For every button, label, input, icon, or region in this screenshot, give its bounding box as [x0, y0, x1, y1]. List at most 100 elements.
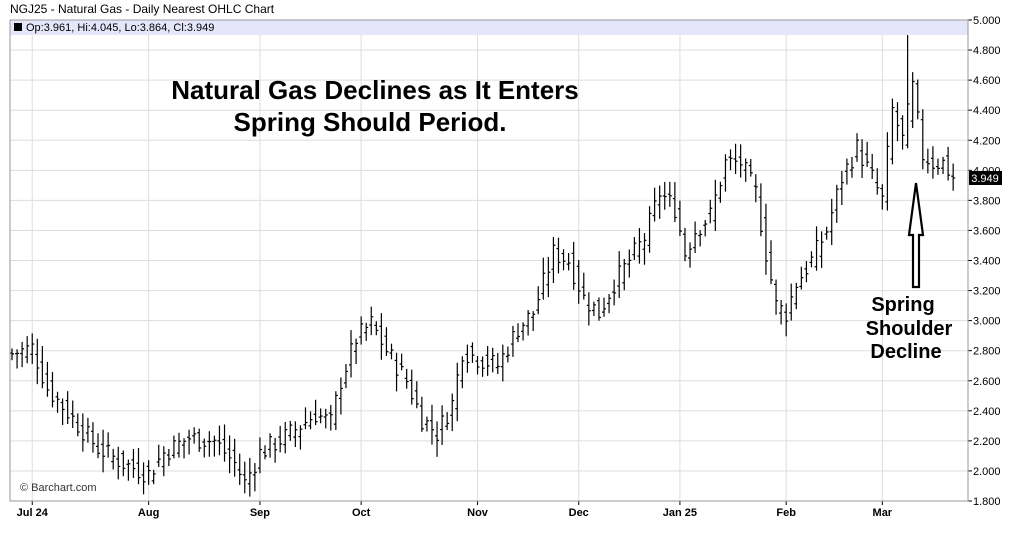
ohlc-bar [753, 174, 758, 203]
ohlc-bar [379, 313, 384, 360]
ohlc-bar [870, 153, 875, 179]
ohlc-bar [485, 346, 490, 376]
ohlc-bar [171, 435, 176, 459]
ohlc-bar [708, 199, 713, 224]
ohlc-bar [338, 377, 343, 415]
ohlc-bar [273, 437, 278, 463]
ohlc-bar [642, 233, 647, 265]
y-tick-label: 4.400 [973, 105, 1001, 117]
y-tick-label: 2.800 [973, 346, 1001, 358]
ohlc-bar [156, 444, 161, 467]
ohlc-bar [440, 405, 445, 445]
ohlc-bar [622, 258, 627, 291]
ohlc-bar [85, 417, 90, 443]
ohlc-bar [212, 435, 217, 457]
ohlc-bar [65, 391, 70, 425]
ohlc-bar [875, 168, 880, 195]
ohlc-bar [657, 185, 662, 219]
ohlc-bar [849, 156, 854, 178]
x-tick-label: Jul 24 [17, 507, 49, 519]
ohlc-bar [677, 200, 682, 237]
ohlc-bar [197, 428, 202, 452]
ohlc-bar [303, 407, 308, 430]
ohlc-bar [15, 349, 20, 369]
ohlc-bar [935, 158, 940, 175]
barchart-credit: © Barchart.com [20, 482, 97, 494]
ohlc-bar [35, 338, 40, 385]
ohlc-bar [399, 353, 404, 371]
y-tick-label: 2.600 [973, 376, 1001, 388]
ohlc-bar [414, 381, 419, 409]
ohlc-bar [20, 341, 25, 368]
ohlc-bar [723, 154, 728, 192]
ohlc-bar [283, 422, 288, 454]
ohlc-bar [667, 181, 672, 207]
annotation-side-line1: Spring [871, 294, 934, 316]
ohlc-bar [404, 368, 409, 389]
ohlc-bar [450, 393, 455, 432]
ohlc-bar [202, 438, 207, 458]
ohlc-bar [566, 252, 571, 271]
ohlc-bar [328, 404, 333, 431]
ohlc-bar [161, 446, 166, 477]
ohlc-bar [106, 432, 111, 458]
y-tick-label: 3.200 [973, 286, 1001, 298]
ohlc-bar [323, 408, 328, 429]
ohlc-bar [333, 391, 338, 431]
ohlc-bar [698, 230, 703, 247]
ohlc-bar [844, 158, 849, 185]
ohlc-bar [556, 237, 561, 274]
ohlc-bar [475, 356, 480, 375]
ohlc-bar [637, 228, 642, 264]
ohlc-bar [799, 266, 804, 290]
ohlc-bar [80, 413, 85, 452]
ohlc-bar [182, 438, 187, 459]
ohlc-bar [409, 369, 414, 405]
ohlc-bar [126, 459, 131, 481]
ohlc-bar [308, 411, 313, 430]
ohlc-bar [349, 330, 354, 378]
ohlc-bar [758, 183, 763, 237]
ohlc-bar [70, 400, 75, 428]
ohlc-bar [602, 297, 607, 317]
ohlc-bar [784, 303, 789, 337]
last-price-marker: 3.949 [969, 170, 1002, 185]
y-tick-label: 4.200 [973, 135, 1001, 147]
ohlc-bar [521, 322, 526, 341]
ohlc-bar [647, 206, 652, 253]
ohlc-bar [688, 242, 693, 268]
ohlc-bar [121, 450, 126, 477]
ohlc-bar [607, 293, 612, 314]
ohlc-bar [192, 427, 197, 444]
ohlc-bars [10, 35, 956, 497]
y-tick-label: 1.800 [973, 496, 1001, 508]
ohlc-bar [217, 425, 222, 456]
ohlc-bar [718, 181, 723, 203]
ohlc-bar [505, 346, 510, 363]
ohlc-bar [465, 344, 470, 373]
ohlc-bar [885, 132, 890, 211]
ohlc-bar [460, 356, 465, 389]
ohlc-bar [774, 279, 779, 315]
ohlc-bar [25, 336, 30, 364]
ohlc-bar [490, 347, 495, 373]
ohlc-bar [900, 115, 905, 150]
square-icon [14, 23, 22, 31]
ohlc-bar [50, 371, 55, 408]
ohlc-bar [748, 158, 753, 177]
y-tick-label: 3.000 [973, 316, 1001, 328]
ohlc-bar [591, 301, 596, 316]
ohlc-bar [384, 327, 389, 356]
ohlc-bar [794, 282, 799, 310]
y-tick-label: 3.800 [973, 195, 1001, 207]
ohlc-bar [743, 158, 748, 182]
ohlc-bar [713, 179, 718, 231]
ohlc-bar [596, 297, 601, 321]
x-tick-label: Feb [776, 507, 796, 519]
ohlc-bar [824, 226, 829, 240]
annotation-side-line3: Decline [870, 341, 941, 363]
y-tick-label: 2.000 [973, 466, 1001, 478]
y-tick-label: 4.800 [973, 45, 1001, 57]
ohlc-bar [733, 143, 738, 174]
ohlc-bar [40, 346, 45, 389]
